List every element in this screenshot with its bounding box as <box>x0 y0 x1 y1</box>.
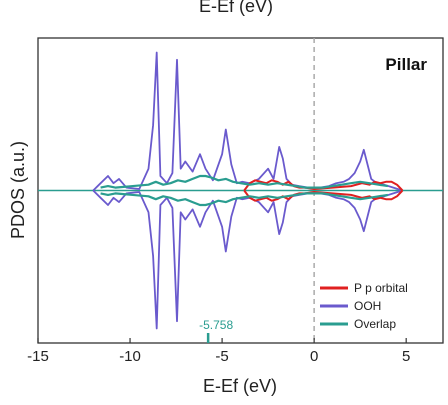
x-tick-layer: -15 -10 -5 0 5 <box>27 338 410 365</box>
x-axis-label: E-Ef (eV) <box>203 376 277 396</box>
panel-label: Pillar <box>385 55 427 74</box>
legend-label-ooh: OOH <box>354 299 381 313</box>
x-tick-label: -5 <box>215 348 228 365</box>
y-axis-label: PDOS (a.u.) <box>8 141 28 239</box>
series-layer <box>92 51 404 330</box>
x-tick-label: -10 <box>119 348 141 365</box>
x-tick-label: 0 <box>310 348 318 365</box>
legend-label-p-orbital: P p orbital <box>354 281 408 295</box>
x-tick-label: -15 <box>27 348 49 365</box>
annotation-label: -5.758 <box>199 318 233 332</box>
series-line-ooh-upper <box>92 51 403 192</box>
legend-label-overlap: Overlap <box>354 317 396 331</box>
x-tick-label: 5 <box>402 348 410 365</box>
series-line-overlap-lower <box>100 192 388 207</box>
legend: P p orbital OOH Overlap <box>320 281 408 331</box>
series-line-ooh-lower <box>92 189 403 330</box>
top-axis-label: E-Ef (eV) <box>199 0 273 16</box>
series-line-overlap-upper <box>100 174 388 189</box>
